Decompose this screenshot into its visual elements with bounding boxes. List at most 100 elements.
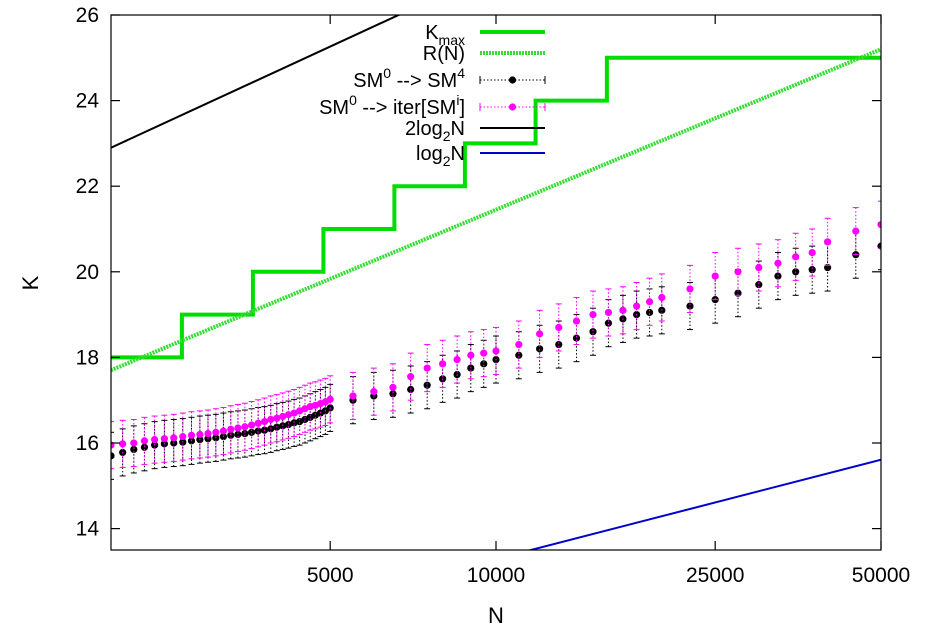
series-2-point: [686, 302, 694, 310]
legend-label: Kmax​: [425, 22, 465, 48]
x-tick-label: 10000: [467, 564, 525, 587]
series-3-point: [234, 424, 242, 432]
series-3-point: [555, 323, 563, 332]
legend-label-part: --> iter[SM: [357, 97, 456, 119]
series-3-point: [877, 221, 881, 229]
y-tick-label: 22: [76, 175, 99, 198]
series-2-point: [555, 340, 563, 349]
series-3-point: [423, 364, 431, 372]
legend-label-part: max: [439, 32, 465, 48]
x-tick-label: 25000: [686, 564, 744, 587]
series-3-point: [241, 423, 249, 431]
x-tick-label: 5000: [307, 564, 354, 587]
legend-entry: R(N): [423, 43, 545, 65]
y-tick-label: 24: [76, 90, 100, 113]
y-tick-label: 20: [76, 261, 99, 284]
legend-label: R(N): [423, 43, 465, 65]
series-2-point: [284, 420, 293, 429]
series-3-point: [755, 263, 763, 272]
y-tick-label: 16: [76, 432, 99, 455]
series-2-point: [589, 328, 597, 336]
legend-entry: Kmax​: [425, 22, 545, 48]
legend-label-part: 2log: [405, 118, 443, 140]
series-3-point: [852, 227, 860, 235]
legend-entry: log2N: [416, 143, 545, 169]
y-tick-label: 26: [76, 4, 99, 27]
legend-label-part: SM: [319, 97, 349, 119]
series-3-point: [279, 412, 287, 421]
series-2-point: [248, 428, 256, 436]
legend-label-part: N: [451, 143, 465, 165]
series-3-point: [326, 395, 334, 403]
legend-label-part: N: [451, 118, 465, 140]
series-3-point: [453, 355, 461, 364]
series-3-point: [808, 248, 816, 257]
series-2-point: [111, 452, 115, 460]
plot-area: [111, 15, 881, 550]
legend-label-part: log: [416, 143, 443, 165]
series-2-point: [290, 419, 298, 427]
series-2-point: [645, 308, 654, 317]
legend-label-part: i: [456, 92, 459, 108]
legend-label: log2N: [416, 143, 465, 169]
series-3-point: [290, 409, 298, 417]
legend-label-part: 0: [349, 92, 357, 108]
legend-label-part: 2: [443, 128, 451, 144]
series-3-point: [711, 272, 719, 280]
series-2-point: [254, 427, 262, 435]
series-3-point: [792, 253, 800, 261]
legend-label: SM0 --> iter[SMi]: [319, 92, 465, 119]
series-3-point: [480, 349, 488, 357]
series-3-point: [179, 432, 187, 441]
series-3-point: [273, 414, 281, 422]
series-0-line: [111, 55, 881, 360]
series-3-point: [212, 428, 220, 436]
series-3-point: [349, 392, 357, 400]
legend-label-part: K: [425, 22, 439, 44]
legend-sample-point: [508, 76, 517, 84]
series-3-point: [160, 435, 168, 443]
legend: Kmax​R(N)SM0 --> SM4​SM0 --> iter[SMi]2l…: [319, 22, 546, 169]
x-axis-title: N: [488, 603, 504, 628]
series-3-point: [204, 429, 212, 438]
series-3-point: [260, 418, 269, 426]
series-3-point: [572, 317, 581, 325]
series-3-point: [196, 430, 204, 439]
x-tick-label: 50000: [852, 564, 910, 587]
legend-label: 2log2N: [405, 118, 465, 144]
series-3-point: [658, 293, 666, 302]
series-2-point: [572, 334, 581, 342]
series-3-point: [734, 268, 742, 276]
legend-label-part: --> SM: [391, 70, 457, 92]
legend-label-part: ]: [459, 97, 465, 119]
series-3-point: [187, 431, 196, 439]
series-2-point: [808, 266, 816, 274]
series-3-point: [407, 373, 415, 381]
series-3-point: [151, 435, 159, 444]
series-3-point: [219, 427, 228, 435]
series-3-point: [536, 330, 544, 338]
series-3-point: [130, 439, 138, 447]
series-3-point: [439, 360, 447, 368]
legend-label-part: SM: [353, 70, 383, 92]
series-2-point: [515, 351, 523, 359]
series-2-point: [604, 319, 613, 327]
legend-entry: SM0 --> iter[SMi]: [319, 92, 546, 119]
series-2-point: [140, 443, 149, 451]
series-4-line: [111, 15, 401, 149]
series-3-point: [824, 238, 832, 246]
series-5-line: [526, 458, 881, 550]
series-3-point: [619, 306, 627, 314]
series-3-point: [119, 440, 127, 448]
series-3-point: [633, 302, 641, 310]
series-3-point: [248, 421, 256, 429]
series-3-point: [267, 415, 275, 424]
series-3-point: [604, 308, 613, 317]
series-3-point: [170, 434, 178, 442]
series-3-point: [389, 383, 397, 391]
series-2-point: [130, 445, 138, 454]
series-2-point: [755, 281, 763, 289]
legend-sample-point: [508, 103, 517, 111]
